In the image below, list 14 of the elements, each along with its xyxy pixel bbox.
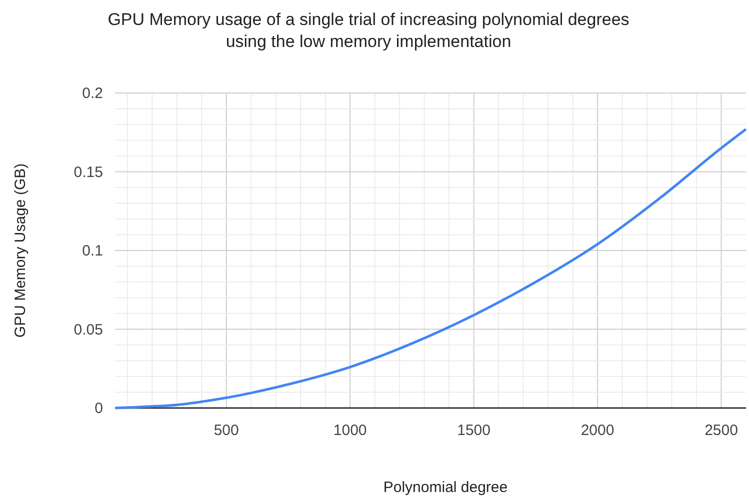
y-tick-label: 0.2 xyxy=(82,85,103,102)
x-tick-label: 500 xyxy=(214,422,239,439)
x-tick-label: 2500 xyxy=(704,422,738,439)
x-axis-title: Polynomial degree xyxy=(383,479,508,496)
y-tick-label: 0.1 xyxy=(82,242,103,260)
y-tick-label: 0.15 xyxy=(74,164,103,181)
y-axis-title: GPU Memory Usage (GB) xyxy=(12,163,29,338)
y-tick-label: 0.05 xyxy=(74,321,103,338)
line-series xyxy=(114,128,748,410)
x-tick-label: 2000 xyxy=(580,422,614,439)
y-tick-label: 0 xyxy=(94,400,103,417)
x-tick-label: 1500 xyxy=(457,422,490,439)
chart-title: GPU Memory usage of a single trial of increasing polynomial degrees using the low memory implementation xyxy=(108,10,630,51)
x-tick-label: 1000 xyxy=(333,422,367,439)
